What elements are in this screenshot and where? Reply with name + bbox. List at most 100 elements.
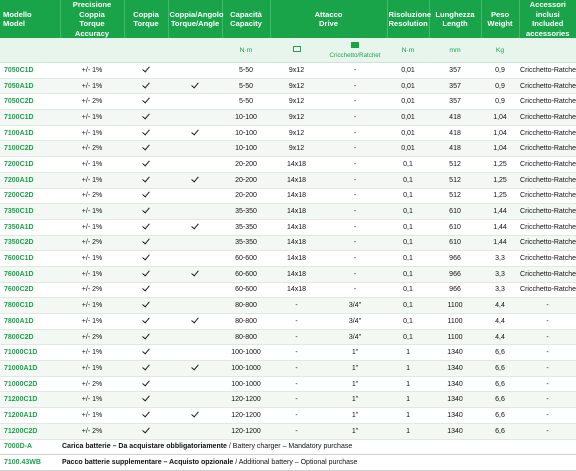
accuracy-cell: +/- 1% <box>60 172 124 189</box>
resolution-cell: 0,1 <box>387 297 430 314</box>
accuracy-cell: +/- 1% <box>60 407 124 424</box>
footer-description-bold: Pacco batterie supplementare – Acquisto … <box>62 458 234 466</box>
table-row: 7100C2D +/- 2% 10-100 9x12-0,01 418 1,04 Cricc… <box>0 140 576 158</box>
torque-angle-cell <box>168 250 222 267</box>
model-cell: 7100C2D <box>0 140 60 158</box>
footer-description-bold: Carica batterie – Da acquistare obbligat… <box>62 443 227 451</box>
torque-cell <box>124 376 168 393</box>
resolution-cell: 1 <box>387 407 430 424</box>
footer-description: Carica batterie – Da acquistare obbligat… <box>60 439 576 455</box>
weight-cell: 6,6 <box>481 360 520 377</box>
weight-cell: 0,9 <box>481 62 520 79</box>
table-row: 7800C2D +/- 2% 80-800-3/4" 0,1 1100 4,4- <box>0 329 576 346</box>
accuracy-cell: +/- 1% <box>60 78 124 95</box>
length-cell: 1340 <box>429 423 482 440</box>
capacity-cell: 100-1000 <box>222 376 270 393</box>
check-icon <box>191 362 199 371</box>
check-icon <box>142 346 150 355</box>
accuracy-cell: +/- 1% <box>60 266 124 283</box>
torque-angle-cell <box>168 391 222 409</box>
drive-ratchet-cell: - <box>323 188 388 205</box>
resolution-cell: 0,01 <box>387 125 430 142</box>
check-icon <box>142 158 150 167</box>
table-row: 7200A1D +/- 1% 20-200 14x18-0,1 512 1,25 Cricc… <box>0 172 576 189</box>
torque-angle-cell <box>168 313 222 330</box>
table-row: 71200A1D +/- 1% 120-1200-1" 1 1340 6,6- <box>0 407 576 424</box>
torque-angle-cell <box>168 156 222 173</box>
capacity-cell: 5-50 <box>222 62 270 79</box>
torque-angle-cell <box>168 376 222 393</box>
accessory-cell: Cricchetto-Ratchet 1/2" <box>519 172 576 189</box>
length-cell: 357 <box>429 93 482 111</box>
torque-cell <box>124 250 168 267</box>
accessory-cell: Cricchetto-Ratchet 3/8" <box>519 93 576 111</box>
resolution-cell: 0,1 <box>387 329 430 346</box>
torque-angle-cell <box>168 329 222 346</box>
drive-square-cell: - <box>270 423 323 440</box>
weight-cell: 1,25 <box>481 156 520 173</box>
capacity-cell: 20-200 <box>222 156 270 173</box>
length-cell: 1340 <box>429 344 482 362</box>
check-icon <box>142 64 150 73</box>
accuracy-cell: +/- 1% <box>60 391 124 409</box>
model-cell: 71000C1D <box>0 344 60 362</box>
accessory-cell: - <box>519 344 576 362</box>
weight-cell: 1,25 <box>481 188 520 205</box>
drive-ratchet-cell: - <box>323 266 388 283</box>
torque-angle-cell <box>168 282 222 299</box>
weight-cell: 0,9 <box>481 93 520 111</box>
drive-ratchet-cell: - <box>323 109 388 126</box>
resolution-cell: 0,1 <box>387 266 430 283</box>
table-row: 7350C1D +/- 1% 35-350 14x18-0,1 610 1,44 Cricc… <box>0 203 576 220</box>
drive-square-cell: - <box>270 344 323 362</box>
torque-angle-cell <box>168 109 222 126</box>
model-cell: 7100A1D <box>0 125 60 142</box>
length-cell: 1100 <box>429 313 482 330</box>
accuracy-cell: +/- 2% <box>60 423 124 440</box>
accessory-cell: Cricchetto-Ratchet 1/2" <box>519 109 576 126</box>
accessory-cell: - <box>519 391 576 409</box>
accuracy-cell: +/- 1% <box>60 219 124 236</box>
check-icon <box>142 425 150 434</box>
unit-drive-ratchet: Cricchetto/Ratchet <box>323 38 388 63</box>
check-icon <box>191 315 199 324</box>
drive-ratchet-cell: - <box>323 235 388 252</box>
capacity-cell: 10-100 <box>222 140 270 158</box>
resolution-cell: 0,1 <box>387 188 430 205</box>
torque-cell <box>124 360 168 377</box>
check-icon <box>191 80 199 88</box>
header-accuracy: Precisione Coppia Torque Accuracy <box>60 0 125 38</box>
resolution-cell: 0,01 <box>387 62 430 79</box>
weight-cell: 6,6 <box>481 423 520 440</box>
capacity-cell: 100-1000 <box>222 360 270 377</box>
footer-model: 7100.43WB <box>0 454 60 471</box>
check-icon <box>142 299 150 308</box>
check-icon <box>142 268 150 277</box>
unit-resolution: N·m <box>387 38 430 63</box>
drive-square-cell: - <box>270 391 323 409</box>
model-cell: 7800A1D <box>0 313 60 330</box>
unit-drive-ratchet-label: Cricchetto/Ratchet <box>329 51 381 59</box>
check-icon <box>142 378 150 387</box>
accuracy-cell: +/- 1% <box>60 109 124 126</box>
drive-square-cell: 14x18 <box>270 250 323 267</box>
model-cell: 7050A1D <box>0 78 60 95</box>
table-row: 7050A1D +/- 1% 5-50 9x12-0,01 357 0,9 Cricchet… <box>0 78 576 95</box>
length-cell: 418 <box>429 140 482 158</box>
length-cell: 512 <box>429 188 482 205</box>
resolution-cell: 1 <box>387 376 430 393</box>
table-row: 7800A1D +/- 1% 80-800-3/4" 0,1 1100 4,4- <box>0 313 576 330</box>
accuracy-cell: +/- 1% <box>60 297 124 314</box>
capacity-cell: 5-50 <box>222 78 270 95</box>
table-row: 71000A1D +/- 1% 100-1000-1" 1 1340 6,6- <box>0 360 576 377</box>
accessory-cell: - <box>519 297 576 314</box>
footer-row: 7000D-A Carica batterie – Da acquistare o… <box>0 439 576 455</box>
accessory-cell: - <box>519 407 576 424</box>
torque-cell <box>124 391 168 409</box>
model-cell: 7350A1D <box>0 219 60 236</box>
resolution-cell: 0,1 <box>387 172 430 189</box>
torque-angle-cell <box>168 140 222 158</box>
drive-square-cell: - <box>270 329 323 346</box>
torque-cell <box>124 78 168 95</box>
capacity-cell: 20-200 <box>222 172 270 189</box>
